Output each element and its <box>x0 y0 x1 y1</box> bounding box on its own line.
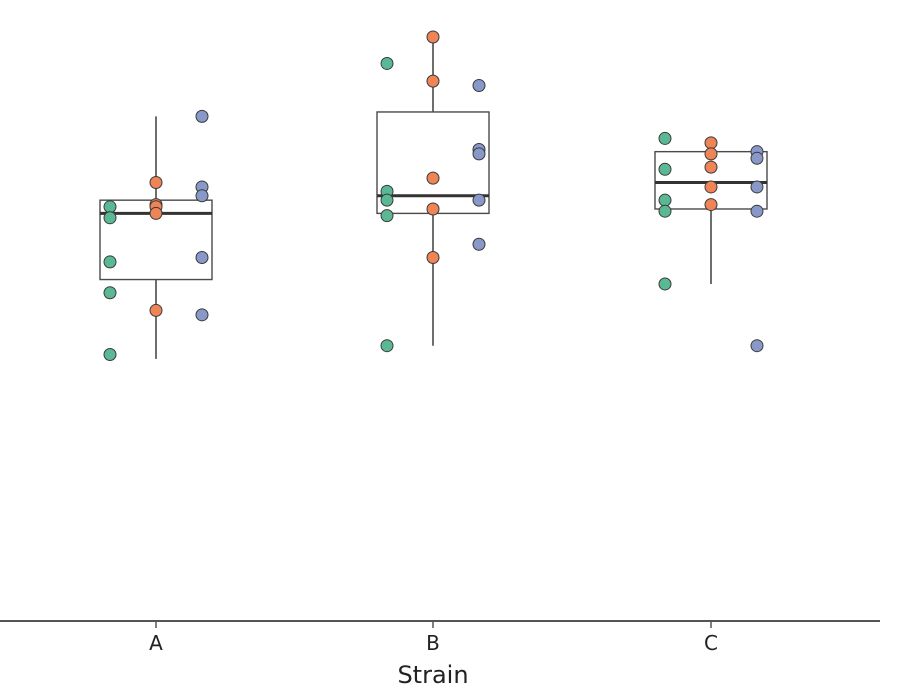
data-point <box>704 180 718 194</box>
data-point <box>195 109 209 123</box>
data-point <box>472 237 486 251</box>
data-point <box>658 131 672 145</box>
data-point <box>380 56 394 70</box>
data-point <box>704 147 718 161</box>
data-point <box>149 176 163 190</box>
data-point <box>472 193 486 207</box>
x-tick-label: C <box>704 631 718 655</box>
data-point <box>426 202 440 216</box>
data-point <box>658 162 672 176</box>
box-body <box>376 111 490 215</box>
box-B <box>376 37 490 346</box>
data-point <box>426 30 440 44</box>
data-point <box>472 147 486 161</box>
series-1 <box>103 56 672 362</box>
data-point <box>195 251 209 264</box>
box-A <box>99 116 213 359</box>
data-point <box>195 189 209 203</box>
points-layer <box>103 30 764 362</box>
data-point <box>103 286 117 300</box>
data-point <box>380 193 394 207</box>
x-tick-label: B <box>426 631 440 655</box>
data-point <box>750 204 764 218</box>
data-point <box>149 303 163 317</box>
data-point <box>380 339 394 353</box>
boxes-layer <box>99 37 768 359</box>
data-point <box>103 211 117 225</box>
data-point <box>704 160 718 174</box>
data-point <box>103 348 117 362</box>
data-point <box>750 339 764 353</box>
x-tick-label: A <box>149 631 163 655</box>
data-point <box>380 209 394 223</box>
data-point <box>704 198 718 212</box>
x-axis-label: Strain <box>397 661 468 689</box>
data-point <box>704 136 718 150</box>
series-3 <box>195 79 764 353</box>
data-point <box>750 180 764 194</box>
data-point <box>426 171 440 185</box>
data-point <box>472 79 486 93</box>
data-point <box>658 204 672 218</box>
x-axis: A B C <box>0 620 880 655</box>
data-point <box>103 255 117 269</box>
data-point <box>658 277 672 291</box>
data-point <box>103 200 117 214</box>
data-point <box>195 308 209 322</box>
data-point <box>426 251 440 264</box>
data-point <box>149 206 163 220</box>
series-2 <box>149 30 718 317</box>
data-point <box>426 74 440 88</box>
data-point <box>750 151 764 165</box>
data-point <box>658 193 672 207</box>
